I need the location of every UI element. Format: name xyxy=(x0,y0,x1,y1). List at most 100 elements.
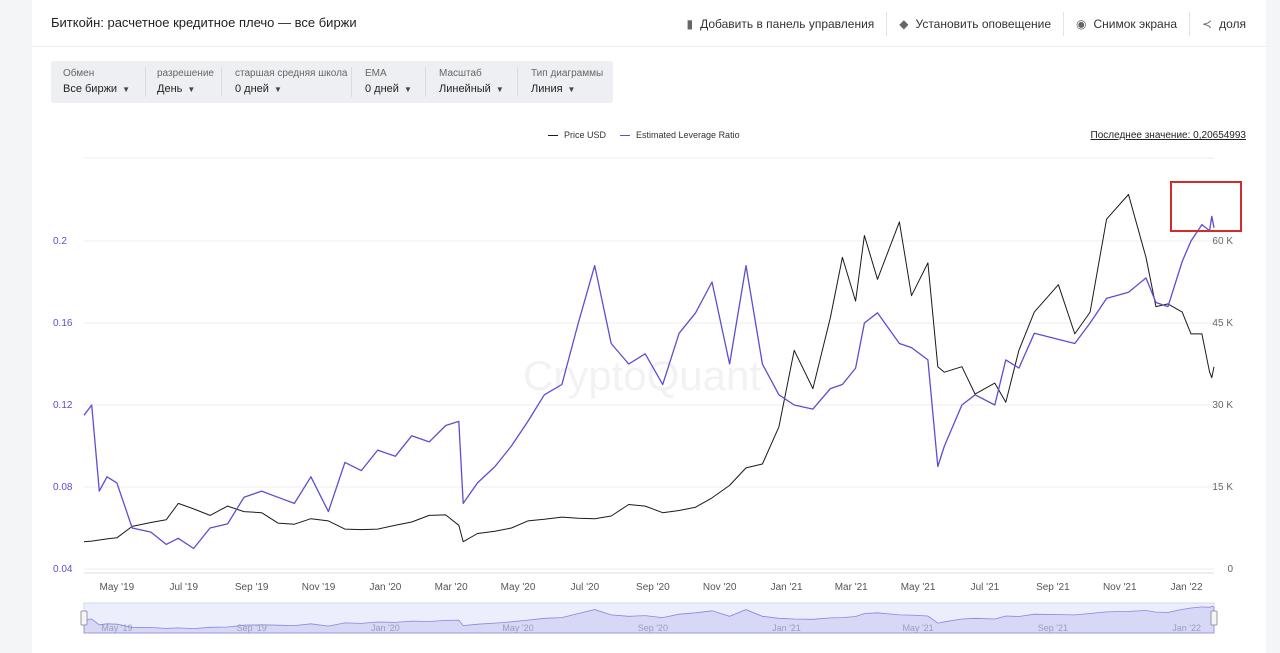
y-left-tick-label: 0.2 xyxy=(53,236,67,247)
divider xyxy=(886,11,888,36)
chart-header: Биткойн: расчетное кредитное плечо — все… xyxy=(32,0,1266,47)
caret-down-icon: ▼ xyxy=(495,85,504,94)
header-actions: ▮ Добавить в панель управления ◆ Установ… xyxy=(674,0,1246,47)
navigator-handle-left[interactable] xyxy=(80,610,88,626)
y-left-tick-label: 0.12 xyxy=(53,400,73,411)
caret-down-icon: ▼ xyxy=(273,85,282,94)
set-alert-button[interactable]: ◆ Установить оповещение xyxy=(887,11,1063,37)
range-navigator[interactable]: May '19 Sep '19 Jan '20 May '20 Sep '20 Jan '… xyxy=(80,602,1218,634)
navigator-tick-label: Sep '20 xyxy=(638,623,668,633)
y-left-tick-label: 0.08 xyxy=(53,482,73,493)
navigator-tick-label: May '21 xyxy=(902,623,933,633)
navigator-tick-label: Sep '19 xyxy=(237,623,267,633)
navigator-handle-right[interactable] xyxy=(1210,610,1218,626)
y-right-tick-label: 45 K xyxy=(1212,318,1233,329)
resolution-value[interactable]: День ▼ xyxy=(157,83,195,95)
y-left-tick-label: 0.16 xyxy=(53,318,73,329)
y-axis-labels: 0.04 0.08 0.12 0.16 0.2 0 15 K 30 K 45 K 60 K xyxy=(53,236,1233,575)
line-chart: CryptoQuant 0.04 0.08 0.12 0.16 0.2 0 15 K 30 K… xyxy=(53,157,1233,634)
divider xyxy=(351,67,352,97)
caret-down-icon: ▼ xyxy=(187,85,196,94)
sma-value[interactable]: 0 дней ▼ xyxy=(235,83,282,95)
ema-value-text: 0 дней xyxy=(365,83,399,95)
leverage-ratio-line xyxy=(83,215,1215,550)
highlight-box xyxy=(1170,181,1242,232)
dashboard-icon: ▮ xyxy=(686,16,694,31)
resolution-value-text: День xyxy=(157,83,183,95)
watermark: CryptoQuant xyxy=(523,352,761,399)
x-tick-label: Jul '20 xyxy=(571,582,600,593)
x-tick-label: Mar '21 xyxy=(835,582,868,593)
x-tick-label: Jan '21 xyxy=(771,582,803,593)
y-left-tick-label: 0.04 xyxy=(53,564,73,575)
chart-type-label: Тип диаграммы xyxy=(531,68,604,79)
divider xyxy=(425,67,426,97)
sma-value-text: 0 дней xyxy=(235,83,269,95)
page-title: Биткойн: расчетное кредитное плечо — все… xyxy=(51,15,357,30)
price-usd-line xyxy=(83,194,1215,543)
chart-type-value[interactable]: Линия ▼ xyxy=(531,83,575,95)
x-tick-label: Sep '20 xyxy=(636,582,670,593)
ema-label: EMA xyxy=(365,68,387,79)
x-tick-label: Nov '20 xyxy=(703,582,737,593)
x-tick-label: May '21 xyxy=(901,582,936,593)
x-tick-label: Mar '20 xyxy=(435,582,468,593)
add-to-dashboard-button[interactable]: ▮ Добавить в панель управления xyxy=(674,11,886,37)
divider xyxy=(1189,11,1191,36)
navigator-tick-label: Jan '22 xyxy=(1172,623,1201,633)
navigator-tick-label: Sep '21 xyxy=(1038,623,1068,633)
x-tick-label: Jan '20 xyxy=(369,582,401,593)
bell-icon: ◆ xyxy=(899,16,909,31)
y-right-tick-label: 15 K xyxy=(1212,482,1233,493)
chart-type-value-text: Линия xyxy=(531,83,563,95)
resolution-label: разрешение xyxy=(157,68,214,79)
y-right-tick-label: 60 K xyxy=(1212,236,1233,247)
x-tick-label: May '20 xyxy=(501,582,536,593)
navigator-series xyxy=(83,605,1215,634)
chart-settings-toolbar: Обмен Все биржи ▼ разрешение День ▼ старша… xyxy=(51,61,613,103)
legend-item-price-usd[interactable]: Price USD xyxy=(548,130,606,140)
set-alert-label: Установить оповещение xyxy=(915,16,1052,31)
divider xyxy=(145,67,146,97)
legend-item-leverage-ratio[interactable]: Estimated Leverage Ratio xyxy=(620,130,740,140)
screenshot-button[interactable]: ◉ Снимок экрана xyxy=(1064,11,1189,37)
caret-down-icon: ▼ xyxy=(122,85,130,94)
x-tick-label: May '19 xyxy=(100,582,135,593)
caret-down-icon: ▼ xyxy=(403,85,412,94)
scale-value[interactable]: Линейный ▼ xyxy=(439,83,504,95)
legend-swatch xyxy=(620,134,631,136)
x-axis-labels: May '19 Jul '19 Sep '19 Nov '19 Jan '20 Mar '… xyxy=(100,582,1203,593)
legend-label: Estimated Leverage Ratio xyxy=(636,130,740,140)
exchange-label: Обмен xyxy=(63,68,95,79)
share-icon: ≺ xyxy=(1202,16,1213,31)
legend-label: Price USD xyxy=(564,130,607,140)
exchange-value[interactable]: Все биржи ▼ xyxy=(63,83,130,95)
series-lines xyxy=(83,194,1215,550)
x-tick-label: Jul '19 xyxy=(169,582,198,593)
divider xyxy=(221,67,222,97)
legend-swatch xyxy=(548,134,558,136)
ema-value[interactable]: 0 дней ▼ xyxy=(365,83,412,95)
chart-legend: Price USD Estimated Leverage Ratio xyxy=(548,130,754,140)
x-tick-label: Sep '19 xyxy=(235,582,269,593)
grid xyxy=(84,157,1214,574)
y-right-tick-label: 0 xyxy=(1227,564,1233,575)
x-tick-label: Nov '19 xyxy=(302,582,336,593)
chart-card: Биткойн: расчетное кредитное плечо — все… xyxy=(32,0,1266,653)
navigator-tick-label: May '20 xyxy=(502,623,533,633)
x-tick-label: Nov '21 xyxy=(1103,582,1137,593)
caret-down-icon: ▼ xyxy=(567,85,576,94)
x-tick-label: Sep '21 xyxy=(1036,582,1070,593)
share-label: доля xyxy=(1219,16,1246,31)
y-right-tick-label: 30 K xyxy=(1212,400,1233,411)
x-tick-label: Jan '22 xyxy=(1171,582,1203,593)
scale-value-text: Линейный xyxy=(439,83,491,95)
last-value: Последнее значение: 0,20654993 xyxy=(1090,130,1246,141)
divider xyxy=(517,67,518,97)
screenshot-label: Снимок экрана xyxy=(1093,16,1178,31)
share-button[interactable]: ≺ доля xyxy=(1190,11,1246,37)
x-tick-label: Jul '21 xyxy=(971,582,1000,593)
navigator-tick-label: Jan '20 xyxy=(371,623,400,633)
navigator-tick-label: Jan '21 xyxy=(772,623,801,633)
divider xyxy=(1063,11,1064,36)
